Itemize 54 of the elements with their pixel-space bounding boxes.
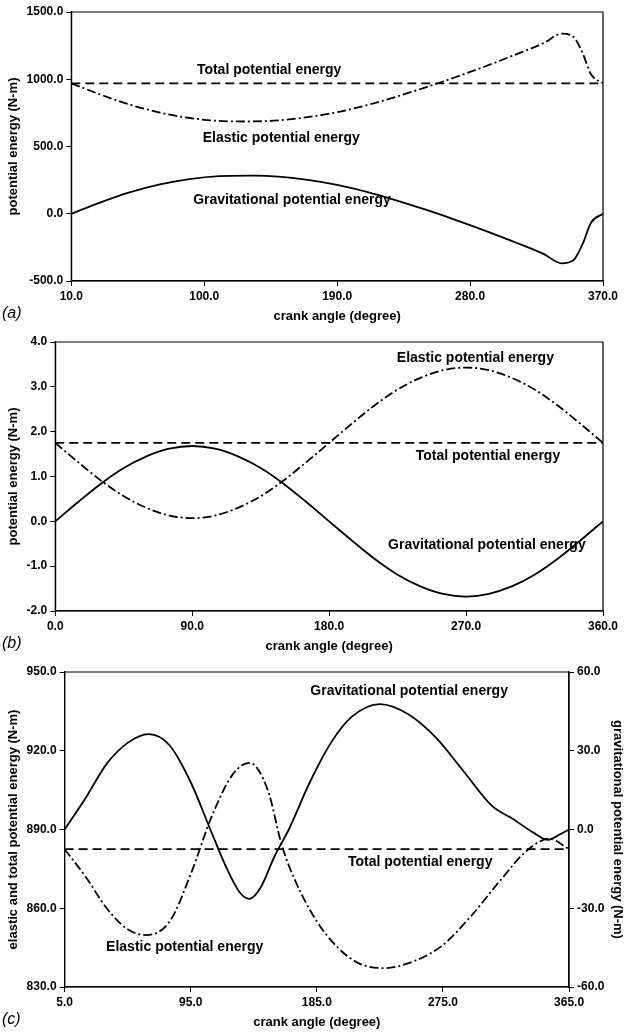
x-tick-label: 100.0 <box>189 288 220 303</box>
y-tick-label: 890.0 <box>26 821 57 836</box>
y2-tick-label: 0.0 <box>577 821 595 836</box>
x-tick-label: 5.0 <box>56 994 74 1009</box>
y2-axis-title: gravitational potential energy (N-m) <box>610 720 626 939</box>
y-tick-label: 1000.0 <box>26 71 64 86</box>
series-label: Elastic potential energy <box>396 349 555 366</box>
x-tick-label: 275.0 <box>427 994 459 1009</box>
y-tick-label: 2.0 <box>30 423 48 438</box>
ref-line-label: Total potential energy <box>348 853 493 870</box>
series-label: Elastic potential energy <box>202 128 361 145</box>
text: (b) <box>2 634 22 652</box>
y-tick-label: 920.0 <box>26 743 57 758</box>
y2-tick-label: 60.0 <box>577 664 601 679</box>
x-tick-label: 10.0 <box>59 288 84 303</box>
y2-tick-label: 30.0 <box>577 743 601 758</box>
y-tick-label: 4.0 <box>30 334 48 349</box>
y-tick-label: 0.0 <box>30 513 48 528</box>
x-tick-label: 90.0 <box>180 618 205 633</box>
text: (a) <box>2 304 22 322</box>
y-tick-label: -2.0 <box>26 603 48 618</box>
x-tick-label: 365.0 <box>554 994 585 1009</box>
y-axis-title: potential energy (N-m) <box>5 407 21 546</box>
ref-line-label: Total potential energy <box>196 60 342 77</box>
y-tick-label: 860.0 <box>26 900 57 915</box>
series-label: Gravitational potential energy <box>310 682 509 699</box>
y-tick-label: 950.0 <box>26 664 57 679</box>
series-label: Elastic potential energy <box>106 938 264 955</box>
x-tick-label: 280.0 <box>455 288 486 303</box>
x-tick-label: 180.0 <box>314 618 345 633</box>
y2-tick-label: -60.0 <box>577 979 605 994</box>
x-tick-label: 185.0 <box>301 994 333 1009</box>
text: (c) <box>2 1010 21 1028</box>
y-tick-label: -1.0 <box>26 558 48 573</box>
y-tick-label: 3.0 <box>30 379 48 394</box>
y-tick-label: 500.0 <box>33 138 64 153</box>
y-tick-label: 830.0 <box>26 979 57 994</box>
x-tick-label: 190.0 <box>322 288 353 303</box>
x-tick-label: 370.0 <box>587 288 619 303</box>
y-axis-title: potential energy (N-m) <box>5 77 21 216</box>
y-tick-label: 0.0 <box>46 206 64 221</box>
series-label: Gravitational potential energy <box>193 191 391 208</box>
x-axis-title: crank angle (degree) <box>265 637 393 653</box>
y2-tick-label: -30.0 <box>577 900 605 915</box>
y-tick-label: 1500.0 <box>26 4 64 19</box>
x-tick-label: 95.0 <box>179 994 203 1009</box>
y-axis-title: elastic and total potential energy (N-m) <box>5 709 21 950</box>
x-axis-title: crank angle (degree) <box>273 307 401 323</box>
x-tick-label: 270.0 <box>451 618 482 633</box>
x-tick-label: 360.0 <box>587 618 619 633</box>
y-tick-label: -500.0 <box>29 273 64 288</box>
ref-line-label: Total potential energy <box>415 447 561 464</box>
x-axis-title: crank angle (degree) <box>253 1013 381 1029</box>
y-tick-label: 1.0 <box>30 468 48 483</box>
